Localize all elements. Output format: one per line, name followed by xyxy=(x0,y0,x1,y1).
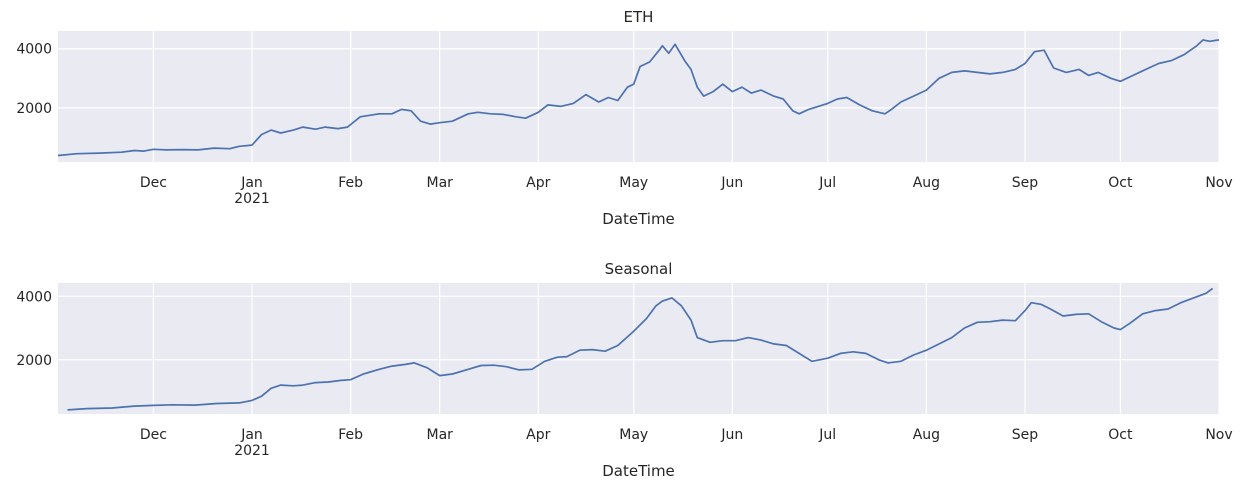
y-tick-label: 2000 xyxy=(16,101,52,117)
x-tick-label: Nov xyxy=(1205,175,1232,191)
x-tick-label: Sep xyxy=(1012,427,1039,443)
x-tick-label: Feb xyxy=(338,175,363,191)
x-tick-label: Oct xyxy=(1108,175,1133,191)
x-tick-label: Aug xyxy=(913,175,940,191)
x-tick-label: Feb xyxy=(338,427,363,443)
eth-y-tick-labels: 2000 4000 xyxy=(16,42,52,117)
eth-gridlines xyxy=(58,31,1220,162)
x-tick-label: Oct xyxy=(1108,427,1133,443)
x-tick-label: Jul xyxy=(818,175,836,191)
x-tick-year-label: 2021 xyxy=(234,443,270,459)
seasonal-line xyxy=(67,287,1214,411)
x-tick-label: May xyxy=(619,175,648,191)
y-tick-label: 4000 xyxy=(16,289,52,305)
x-tick-label: Apr xyxy=(526,427,550,443)
x-tick-label: Jul xyxy=(818,427,836,443)
eth-chart-title: ETH xyxy=(624,8,654,26)
x-tick-label: Jan xyxy=(240,175,263,191)
x-tick-label: Dec xyxy=(140,175,167,191)
seasonal-gridlines xyxy=(58,283,1220,414)
eth-x-axis-label: DateTime xyxy=(602,210,675,228)
x-tick-label: Jun xyxy=(720,175,743,191)
x-tick-label: Nov xyxy=(1205,427,1232,443)
x-tick-label: Mar xyxy=(426,427,453,443)
x-tick-label: Jun xyxy=(720,427,743,443)
seasonal-x-axis-label: DateTime xyxy=(602,462,675,480)
seasonal-y-tick-labels: 2000 4000 xyxy=(16,289,52,368)
x-tick-label: Jan xyxy=(240,427,263,443)
eth-price-line xyxy=(57,39,1220,157)
y-tick-label: 2000 xyxy=(16,353,52,369)
x-tick-label: Aug xyxy=(913,427,940,443)
x-tick-label: Dec xyxy=(140,427,167,443)
x-tick-year-label: 2021 xyxy=(234,191,270,207)
seasonal-chart-title: Seasonal xyxy=(605,260,673,278)
x-tick-label: Apr xyxy=(526,175,550,191)
x-tick-label: May xyxy=(619,427,648,443)
x-tick-label: Sep xyxy=(1012,175,1039,191)
x-tick-label: Mar xyxy=(426,175,453,191)
seasonal-plot-area xyxy=(58,283,1219,414)
y-tick-label: 4000 xyxy=(16,42,52,58)
